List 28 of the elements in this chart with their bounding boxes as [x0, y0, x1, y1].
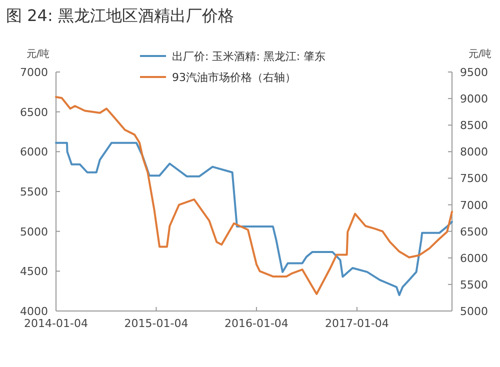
y-tick-label: 5000 — [20, 225, 48, 238]
y2-tick-label: 7500 — [460, 172, 488, 186]
x-tick-label: 2016-01-04 — [224, 317, 288, 330]
y2-tick-label: 6500 — [460, 225, 488, 238]
line-series — [55, 142, 453, 296]
y-tick-label: 6000 — [20, 146, 48, 159]
y-tick-label: 4000 — [20, 305, 48, 318]
y2-tick-label: 7000 — [460, 198, 488, 212]
x-tick-label: 2014-01-04 — [24, 317, 88, 330]
y2-tick-label: 5500 — [460, 278, 488, 292]
chart-title: 图 24: 黑龙江地区酒精出厂价格 — [6, 6, 234, 25]
line-series — [55, 96, 453, 295]
y-tick-label: 6500 — [20, 106, 48, 119]
y2-tick-label: 8500 — [460, 119, 488, 132]
y-tick-label: 7000 — [20, 66, 48, 79]
y-axis-title: 元/吨 — [26, 48, 50, 60]
y-tick-label: 4500 — [20, 265, 48, 278]
y-tick-label: 5500 — [20, 186, 48, 198]
legend-label: 出厂价: 玉米酒精: 黑龙江: 肇东 — [172, 50, 326, 63]
y2-tick-label: 6000 — [460, 252, 488, 265]
y2-axis-title: 元/吨 — [468, 48, 492, 60]
y2-tick-label: 9000 — [460, 92, 488, 106]
y2-tick-label: 9500 — [460, 66, 488, 79]
y2-tick-label: 8000 — [460, 146, 488, 159]
y2-tick-label: 5000 — [460, 305, 488, 318]
x-tick-label: 2017-01-04 — [325, 317, 389, 330]
x-tick-label: 2015-01-04 — [124, 317, 188, 330]
legend-label: 93汽油市场价格（右轴） — [172, 71, 296, 84]
